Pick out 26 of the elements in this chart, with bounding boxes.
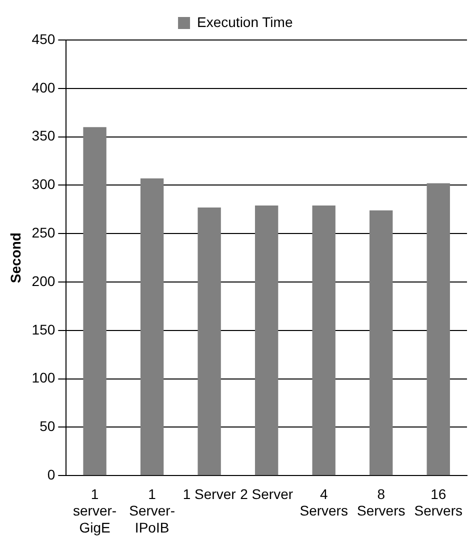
bar xyxy=(312,206,336,476)
x-tick-label: 1 Server-IPoIB xyxy=(129,486,176,536)
x-tick-label: 4 Servers xyxy=(300,486,348,519)
x-tick-label: 1 Server xyxy=(182,486,236,502)
bar xyxy=(370,210,393,476)
bar xyxy=(140,178,164,476)
y-tick-label: 450 xyxy=(32,30,56,47)
y-tick-label: 200 xyxy=(32,272,56,289)
y-tick-label: 100 xyxy=(32,370,56,386)
bar xyxy=(254,206,278,476)
x-tick-label: 16 Servers xyxy=(414,486,462,519)
y-tick-label: 400 xyxy=(32,79,56,96)
legend-label: Execution Time xyxy=(197,14,293,30)
bar xyxy=(426,183,450,476)
y-axis-title: Second xyxy=(7,232,24,284)
y-tick-label: 250 xyxy=(32,224,56,240)
bar xyxy=(198,207,221,476)
bar xyxy=(83,127,106,476)
y-tick-label: 0 xyxy=(47,466,56,482)
y-tick-label: 350 xyxy=(32,128,56,144)
x-tick-label: 8 Servers xyxy=(356,486,406,519)
x-tick-label: 2 Server xyxy=(240,486,294,502)
y-tick-label: 50 xyxy=(40,418,56,434)
y-tick-label: 300 xyxy=(32,176,56,192)
y-tick-label: 150 xyxy=(32,321,56,338)
x-tick-label: 1 server-GigE xyxy=(73,486,117,536)
